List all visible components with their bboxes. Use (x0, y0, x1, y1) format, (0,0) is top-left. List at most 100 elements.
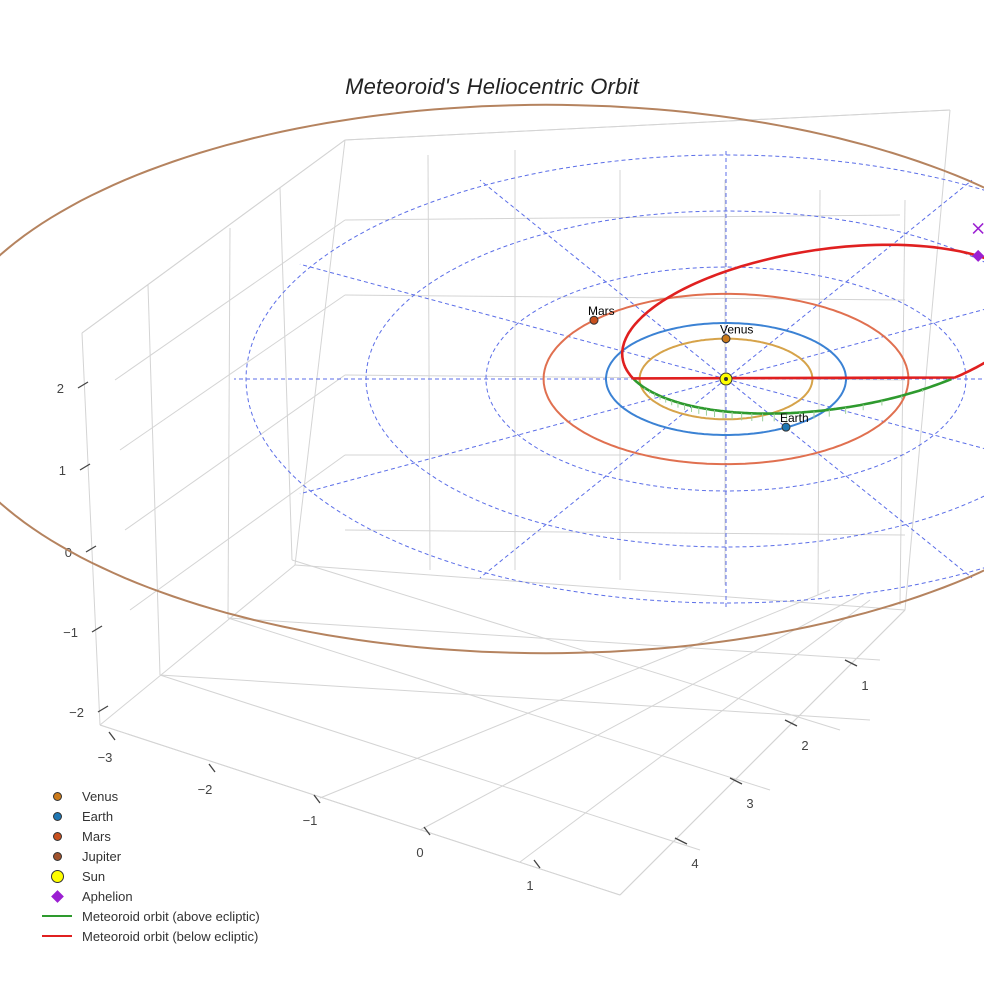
ecliptic-spoke (479, 179, 727, 380)
z-tick-mark (91, 625, 103, 633)
ecliptic-spoke (299, 263, 727, 380)
box-gridline (159, 674, 701, 851)
planet-label-venus: Venus (720, 323, 753, 337)
y-tick-mark (423, 826, 431, 836)
legend-item: Meteoroid orbit (below ecliptic) (40, 926, 260, 946)
y-tick-label: 0 (416, 845, 423, 860)
legend-item: Sun (40, 866, 260, 886)
legend-label: Mars (82, 828, 111, 844)
y-tick-label: −1 (303, 813, 318, 828)
box-gridline (227, 617, 881, 661)
aphelion-ground-x (972, 222, 984, 234)
ecliptic-spoke (725, 179, 973, 380)
box-gridline (904, 109, 951, 611)
y-tick-mark (313, 794, 321, 804)
planet-marker-earth (781, 422, 791, 432)
aphelion-marker (972, 249, 984, 262)
legend-item: Meteoroid orbit (above ecliptic) (40, 906, 260, 926)
ecliptic-spoke (725, 378, 973, 579)
x-tick-mark (674, 837, 688, 845)
legend-label: Jupiter (82, 848, 122, 864)
ecliptic-grid (234, 149, 984, 609)
x-tick-label: 3 (746, 796, 753, 811)
box-gridline (817, 189, 821, 596)
legend-symbol (40, 826, 74, 846)
box-gridline (159, 674, 871, 721)
z-tick-mark (79, 463, 91, 471)
sun-center (724, 377, 728, 381)
legend: Venus Earth Mars Jupiter Sun Aphelion Meteoroi… (40, 786, 260, 946)
ecliptic-spoke (725, 378, 984, 450)
x-tick-mark (784, 719, 798, 727)
y-tick-label: −3 (98, 750, 113, 765)
meteoroid-orbit-above (632, 377, 952, 415)
y-tick-label: −2 (198, 782, 213, 797)
box-gridline (99, 564, 296, 726)
x-tick-label: 4 (691, 856, 698, 871)
z-tick-label: −1 (63, 625, 78, 640)
box-gridline (344, 529, 906, 536)
legend-label: Earth (82, 808, 114, 824)
orbits (0, 103, 984, 655)
box-gridline (899, 199, 906, 606)
box-gridline (227, 617, 771, 791)
box-gridline (227, 227, 231, 619)
z-tick-label: 1 (59, 463, 66, 478)
legend-label: Meteoroid orbit (below ecliptic) (82, 928, 259, 944)
z-tick-mark (85, 545, 97, 553)
z-tick-label: 2 (57, 381, 64, 396)
y-tick-label: 1 (526, 878, 533, 893)
z-tick-mark (77, 381, 89, 389)
box-gridline (81, 139, 346, 334)
orbit-mars (542, 292, 910, 466)
box-gridline (279, 187, 293, 561)
box-gridline (619, 609, 906, 896)
legend-symbol (40, 886, 74, 906)
box-gridline (419, 594, 861, 831)
box-gridline (99, 724, 621, 896)
box-gridline (344, 109, 951, 141)
legend-label: Venus (82, 788, 119, 804)
planet-label-mars: Mars (588, 304, 615, 318)
legend-symbol (40, 926, 74, 946)
legend-label: Aphelion (82, 888, 133, 904)
x-tick-mark (729, 777, 743, 785)
box-gridline (427, 154, 431, 571)
legend-item: Mars (40, 826, 260, 846)
axis-ticks: 2 1 0 −1 −2 −3 −2 −1 0 1 1 2 3 4 (57, 381, 869, 893)
z-tick-label: 0 (65, 545, 72, 560)
markers: Venus Earth Mars (588, 222, 984, 432)
legend-item: Jupiter (40, 846, 260, 866)
x-tick-mark (844, 659, 858, 667)
legend-symbol (40, 786, 74, 806)
box-gridline (291, 559, 841, 731)
box-gridline (81, 332, 101, 726)
legend-item: Aphelion (40, 886, 260, 906)
legend-symbol (40, 806, 74, 826)
x-tick-label: 1 (861, 678, 868, 693)
legend-symbol (40, 846, 74, 866)
y-tick-mark (108, 731, 116, 741)
legend-item: Earth (40, 806, 260, 826)
box-gridline (147, 284, 161, 676)
chart-title: Meteoroid's Heliocentric Orbit (345, 74, 639, 99)
box-gridline (114, 219, 346, 381)
legend-symbol (40, 866, 74, 886)
planet-marker-mars (589, 315, 599, 325)
box-gridline (294, 139, 346, 566)
legend-label: Meteoroid orbit (above ecliptic) (82, 908, 260, 924)
box-gridline (319, 589, 831, 799)
box-gridline (119, 294, 346, 451)
box-gridline (519, 599, 871, 863)
legend-symbol (40, 906, 74, 926)
y-tick-mark (208, 763, 216, 773)
y-tick-mark (533, 859, 541, 869)
meteoroid-orbit-below (620, 243, 984, 380)
z-tick-label: −2 (69, 705, 84, 720)
planet-label-earth: Earth (780, 411, 809, 425)
ecliptic-spoke (725, 308, 984, 380)
box-gridline (129, 454, 346, 611)
box-gridline (124, 374, 346, 531)
legend-item: Venus (40, 786, 260, 806)
ecliptic-spoke (299, 378, 727, 495)
